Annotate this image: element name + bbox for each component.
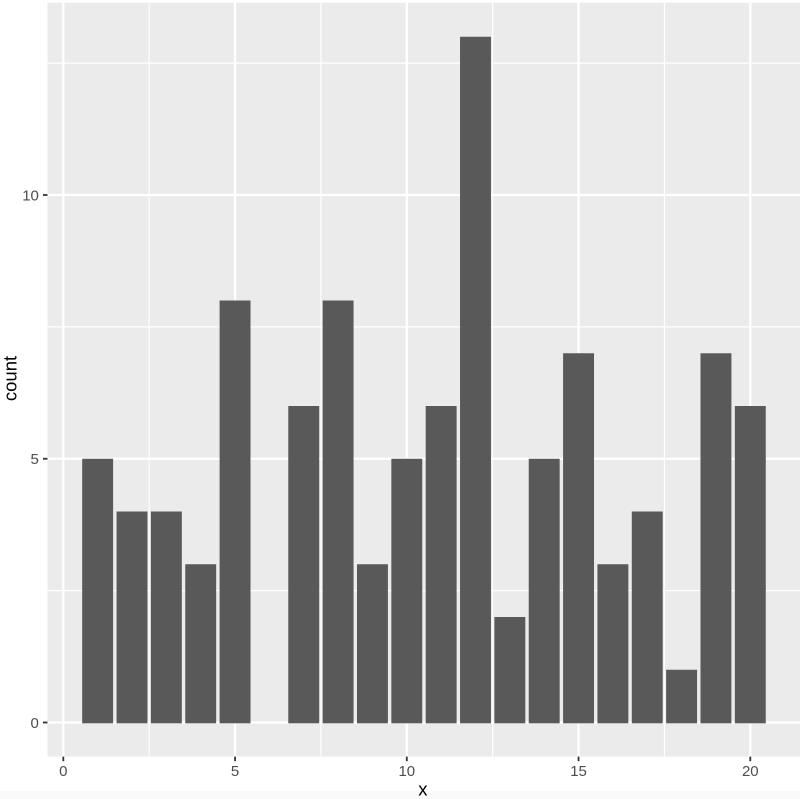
svg-text:10: 10 xyxy=(398,763,415,780)
svg-text:10: 10 xyxy=(22,187,39,204)
svg-text:x: x xyxy=(418,779,428,799)
svg-text:15: 15 xyxy=(570,763,587,780)
svg-text:0: 0 xyxy=(59,763,67,780)
svg-text:20: 20 xyxy=(742,763,759,780)
svg-text:count: count xyxy=(0,356,21,401)
svg-text:5: 5 xyxy=(231,763,239,780)
svg-text:5: 5 xyxy=(31,451,39,468)
svg-text:0: 0 xyxy=(31,715,39,732)
